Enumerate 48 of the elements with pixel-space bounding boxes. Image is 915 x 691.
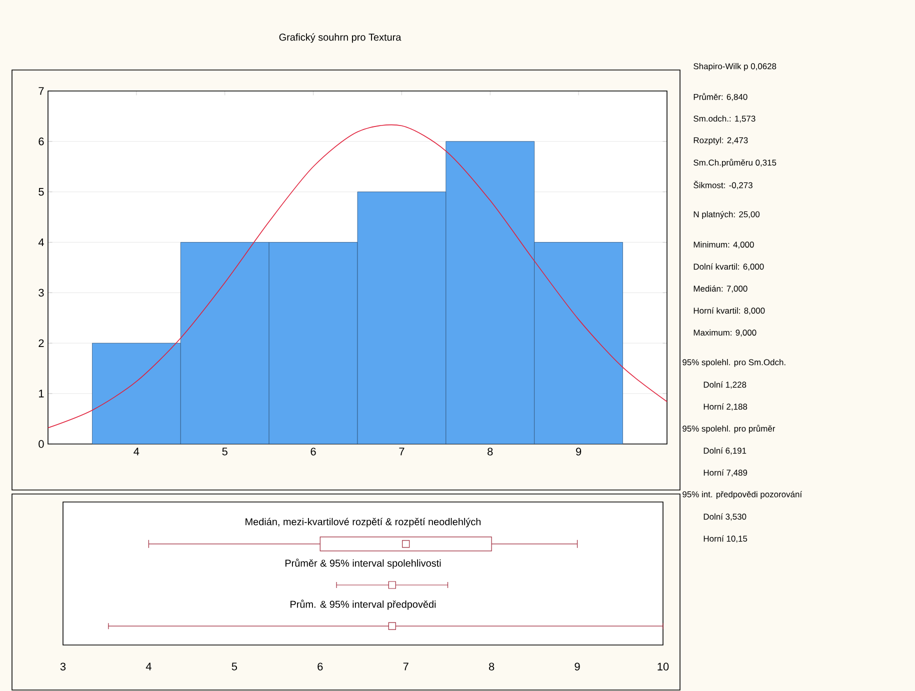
text: Medián: 7,000	[694, 285, 748, 293]
x-tick-label: 4	[146, 662, 152, 670]
text: N platných: 25,00	[694, 211, 760, 219]
text: Dolní kvartil: 6,000	[694, 263, 764, 271]
y-tick-label: 0	[38, 440, 44, 448]
text: Sm.Ch.průměru 0,315	[694, 158, 776, 168]
y-tick-label: 1	[39, 390, 44, 398]
y-tick-label: 4	[38, 238, 44, 246]
x-tick-label: 5	[222, 448, 228, 456]
y-tick-label: Průměr & 95% interval spolehlivosti	[285, 558, 441, 569]
x-tick-label: 6	[318, 662, 323, 670]
y-tick-label: 2	[38, 339, 44, 347]
text: 95% spolehl. pro průměr	[682, 424, 776, 434]
x-tick-label: 8	[488, 448, 493, 456]
x-tick-label: 6	[310, 448, 316, 456]
text: Horní kvartil: 8,000	[694, 307, 765, 315]
text: Horní 7,489	[704, 469, 748, 477]
x-tick-label: 7	[403, 662, 408, 670]
text: Minimum: 4,000	[694, 241, 754, 249]
x-tick-label: 7	[399, 448, 404, 456]
y-tick-label: Medián, mezi-kvartilové rozpětí & rozpětí neodlehlých	[246, 518, 481, 528]
text: Šikmost: -0,273	[694, 180, 752, 190]
chart-title: Grafický souhrn pro Textura	[279, 33, 402, 43]
y-tick-label: Prům. & 95% interval předpovědi	[290, 600, 436, 610]
x-tick-label: 5	[232, 662, 238, 670]
text: Dolní 3,530	[704, 513, 746, 521]
y-tick-label: 6	[38, 138, 44, 146]
text: Maximum: 9,000	[694, 329, 756, 337]
text: Shapiro-Wilk p 0,0628	[694, 63, 776, 71]
x-tick-label: 9	[574, 662, 580, 670]
text: Průměr: 6,840	[694, 93, 748, 101]
x-tick-label: 3	[60, 662, 66, 670]
line-series	[48, 124, 667, 428]
text: 95% spolehl. pro Sm.Odch.	[682, 359, 786, 367]
y-tick-label: 7	[38, 87, 44, 95]
y-tick-label: 3	[38, 288, 44, 297]
text: Sm.odch.: 1,573	[694, 115, 756, 123]
x-tick-label: 9	[576, 448, 582, 456]
x-tick-label: 8	[488, 662, 494, 670]
x-tick-label: 4	[134, 448, 140, 456]
y-tick-label: 5	[38, 188, 44, 196]
text: Rozptyl: 2,473	[694, 137, 748, 145]
text: Horní 2,188	[704, 403, 748, 411]
x-tick-label: 10	[658, 662, 669, 670]
text: Dolní 1,228	[704, 381, 746, 389]
text: Horní 10,15	[704, 535, 748, 543]
text: 95% int. předpovědi pozorování	[682, 491, 802, 499]
text: Dolní 6,191	[704, 447, 746, 455]
